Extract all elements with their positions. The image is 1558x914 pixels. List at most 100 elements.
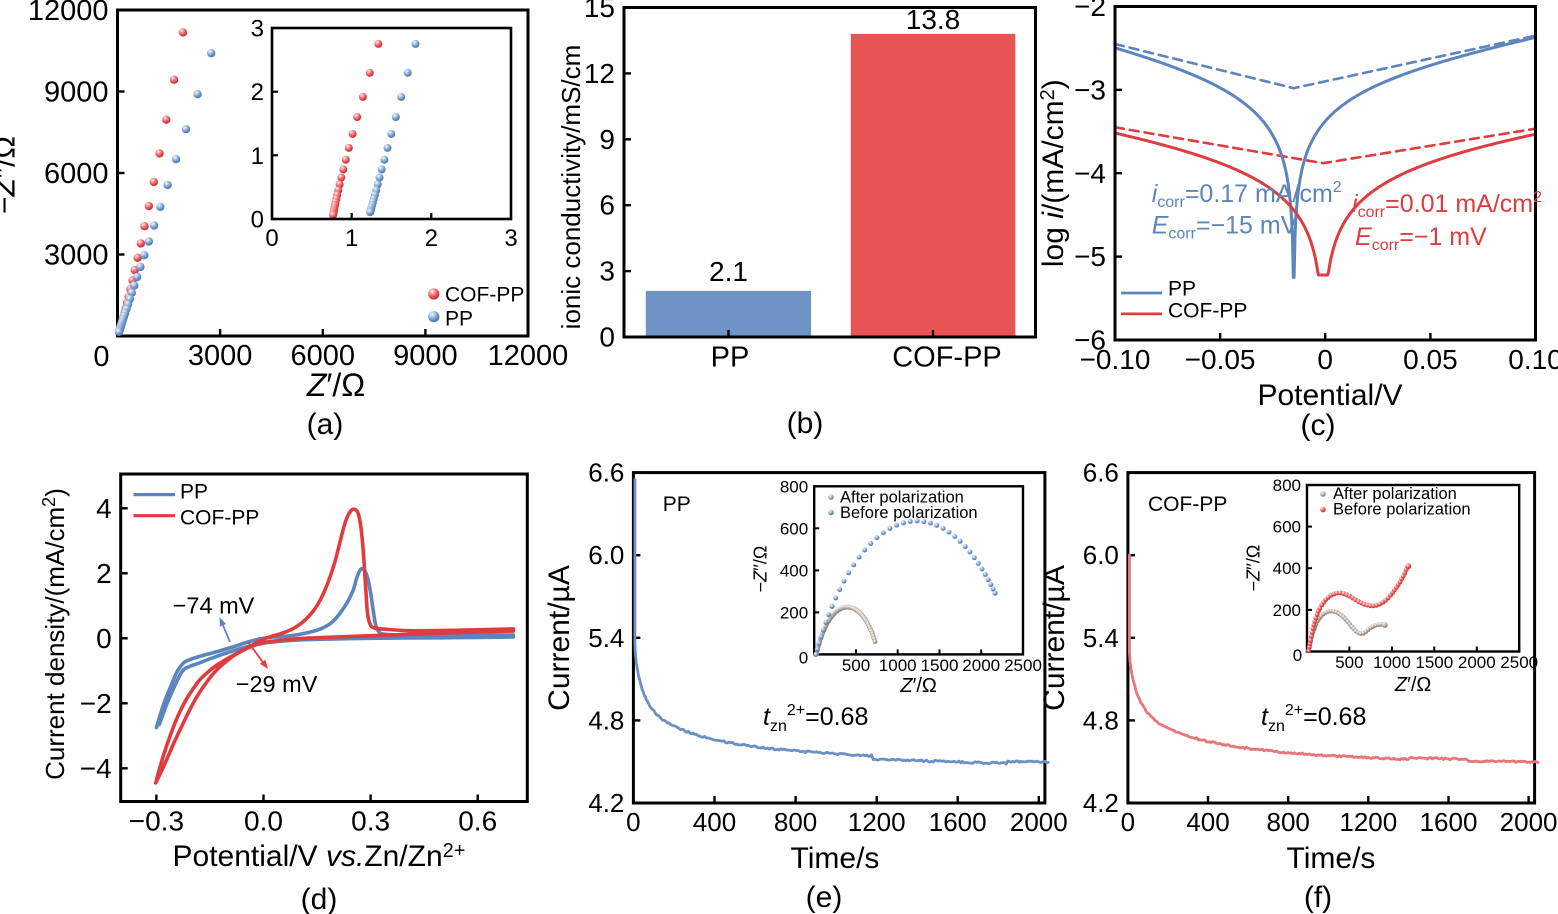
svg-text:−0.10: −0.10 [1080, 344, 1151, 375]
svg-text:1000: 1000 [879, 656, 917, 675]
svg-text:2: 2 [251, 79, 264, 106]
svg-text:13.8: 13.8 [906, 4, 961, 35]
svg-text:icorr=0.01 mA/cm2: icorr=0.01 mA/cm2 [1352, 189, 1542, 221]
svg-text:−6: −6 [1074, 325, 1106, 356]
svg-text:−29 mV: −29 mV [236, 671, 318, 697]
svg-text:COF-PP: COF-PP [445, 284, 524, 307]
svg-text:600: 600 [1273, 518, 1301, 537]
svg-text:−2: −2 [80, 688, 112, 719]
svg-text:(b): (b) [787, 407, 824, 440]
svg-text:1200: 1200 [1339, 807, 1397, 837]
svg-text:2000: 2000 [1458, 653, 1496, 672]
svg-text:500: 500 [1335, 653, 1363, 672]
svg-text:500: 500 [842, 656, 870, 675]
svg-text:2: 2 [96, 558, 112, 589]
svg-text:Current density/(mA/cm2): Current density/(mA/cm2) [39, 488, 70, 780]
svg-text:2500: 2500 [1004, 656, 1042, 675]
svg-text:2.1: 2.1 [709, 256, 748, 287]
svg-text:800: 800 [1267, 807, 1310, 837]
svg-text:0: 0 [1121, 807, 1135, 837]
svg-text:800: 800 [774, 807, 817, 837]
svg-text:After polarization: After polarization [1333, 485, 1457, 503]
svg-text:6.6: 6.6 [1083, 458, 1119, 488]
svg-text:2500: 2500 [1500, 653, 1538, 672]
svg-text:600: 600 [780, 519, 808, 538]
svg-text:400: 400 [1186, 807, 1229, 837]
svg-text:icorr=0.17 mA/cm2: icorr=0.17 mA/cm2 [1152, 179, 1342, 211]
svg-text:PP: PP [180, 481, 208, 504]
svg-text:Current/µA: Current/µA [1038, 565, 1071, 711]
svg-text:6.0: 6.0 [588, 540, 624, 570]
svg-text:0: 0 [626, 807, 640, 837]
svg-text:0.05: 0.05 [1403, 344, 1458, 375]
svg-text:0.3: 0.3 [351, 806, 390, 837]
svg-text:−3: −3 [1074, 74, 1106, 105]
svg-text:−5: −5 [1074, 241, 1106, 272]
svg-text:Before polarization: Before polarization [840, 504, 978, 522]
svg-text:800: 800 [780, 477, 808, 496]
svg-text:Potential/V vs.Zn/Zn2+: Potential/V vs.Zn/Zn2+ [173, 840, 466, 873]
svg-text:COF-PP: COF-PP [180, 506, 259, 529]
svg-text:−Z′′/Ω: −Z′′/Ω [1244, 545, 1264, 592]
svg-text:(d): (d) [301, 883, 338, 914]
svg-text:PP: PP [663, 493, 691, 516]
svg-text:400: 400 [693, 807, 736, 837]
svg-text:1: 1 [251, 143, 264, 170]
svg-text:0.6: 0.6 [458, 806, 497, 837]
svg-text:12000: 12000 [28, 0, 109, 27]
svg-text:6.6: 6.6 [588, 458, 624, 488]
svg-text:6: 6 [599, 190, 615, 221]
svg-text:400: 400 [780, 561, 808, 580]
svg-text:(c): (c) [1301, 409, 1336, 442]
svg-text:−4: −4 [1074, 158, 1106, 189]
svg-text:PP: PP [1168, 278, 1196, 301]
svg-text:−4: −4 [80, 753, 112, 784]
svg-text:After polarization: After polarization [840, 489, 964, 507]
svg-text:Potential/V: Potential/V [1257, 379, 1402, 412]
svg-text:1500: 1500 [921, 656, 959, 675]
svg-text:2000: 2000 [1010, 807, 1068, 837]
svg-text:COF-PP: COF-PP [1168, 300, 1247, 323]
svg-text:Z′/Ω: Z′/Ω [306, 367, 365, 403]
svg-text:(e): (e) [806, 881, 843, 914]
svg-text:−2: −2 [1074, 0, 1106, 22]
svg-text:0: 0 [93, 341, 109, 373]
svg-text:3000: 3000 [188, 340, 253, 372]
svg-text:4: 4 [96, 493, 112, 524]
svg-text:3000: 3000 [44, 240, 109, 272]
svg-text:Before polarization: Before polarization [1333, 501, 1471, 519]
svg-text:Ecorr=−1 mV: Ecorr=−1 mV [1355, 223, 1487, 254]
svg-text:200: 200 [1273, 601, 1301, 620]
svg-text:−74 mV: −74 mV [173, 592, 255, 618]
svg-text:COF-PP: COF-PP [1148, 493, 1227, 516]
svg-text:9: 9 [599, 124, 615, 155]
svg-text:200: 200 [780, 603, 808, 622]
svg-text:3: 3 [251, 16, 264, 43]
svg-text:Z′/Ω: Z′/Ω [1394, 674, 1432, 696]
svg-text:2000: 2000 [1500, 807, 1558, 837]
svg-text:0.0: 0.0 [244, 806, 283, 837]
svg-text:0: 0 [265, 225, 278, 252]
svg-text:9000: 9000 [44, 77, 109, 109]
svg-text:COF-PP: COF-PP [892, 342, 1002, 374]
svg-text:4.8: 4.8 [588, 705, 624, 735]
svg-text:ionic conductivity/mS/cm: ionic conductivity/mS/cm [556, 45, 586, 330]
svg-text:(a): (a) [307, 408, 344, 441]
svg-text:−Z′′/Ω: −Z′′/Ω [751, 546, 771, 593]
svg-text:15: 15 [584, 0, 615, 23]
svg-text:−Z′′/Ω: −Z′′/Ω [0, 136, 22, 214]
svg-text:2000: 2000 [962, 656, 1000, 675]
svg-text:4.2: 4.2 [588, 788, 624, 818]
svg-text:1600: 1600 [929, 807, 987, 837]
svg-text:400: 400 [1273, 559, 1301, 578]
svg-text:(f): (f) [1304, 881, 1332, 914]
svg-text:tzn2+=0.68: tzn2+=0.68 [763, 702, 868, 735]
svg-text:Time/s: Time/s [1287, 842, 1376, 875]
svg-text:4.2: 4.2 [1083, 788, 1119, 818]
svg-text:12: 12 [584, 58, 615, 89]
svg-text:Time/s: Time/s [791, 842, 880, 875]
svg-text:−0.05: −0.05 [1185, 344, 1256, 375]
svg-text:Z′/Ω: Z′/Ω [899, 675, 937, 697]
svg-text:5.4: 5.4 [588, 623, 624, 653]
svg-text:Current/µA: Current/µA [543, 565, 576, 711]
